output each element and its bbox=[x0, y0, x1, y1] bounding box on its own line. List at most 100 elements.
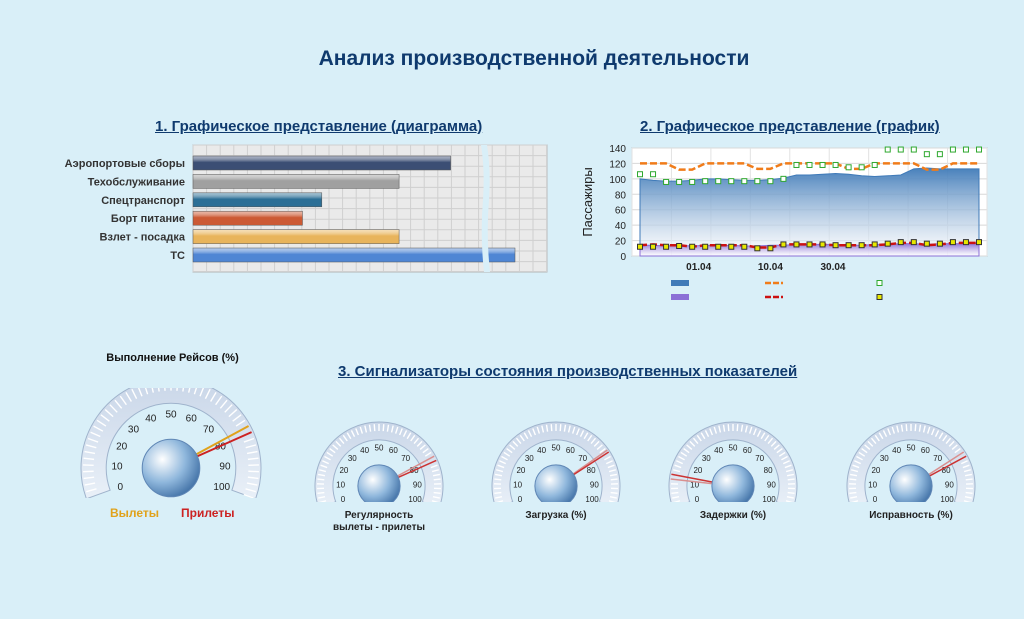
gauge-serviceability-label: Исправность (%) bbox=[869, 510, 953, 521]
marker-point bbox=[702, 243, 709, 250]
gauge-tick bbox=[512, 440, 519, 447]
gauge-tick bbox=[320, 464, 328, 469]
marker-point bbox=[793, 241, 800, 248]
gauge-tick bbox=[335, 440, 342, 447]
gauge-tick bbox=[317, 473, 326, 477]
gauge-tick bbox=[930, 428, 935, 436]
gauge-tick bbox=[398, 428, 403, 436]
gauge-tick bbox=[496, 500, 504, 502]
gauge-tick bbox=[609, 473, 618, 477]
gauge-tick-label: 100 bbox=[213, 482, 230, 493]
gauge-tick bbox=[322, 460, 330, 465]
gauge-tick bbox=[382, 424, 385, 432]
bar-highlight bbox=[192, 247, 516, 263]
gauge-tick bbox=[182, 388, 185, 392]
gauge-tick-label: 20 bbox=[339, 466, 348, 475]
gauge-tick bbox=[609, 496, 617, 499]
gauge-tick bbox=[696, 434, 702, 442]
gauge-tick bbox=[887, 428, 892, 436]
gauge-tick bbox=[700, 432, 706, 440]
gauge-tick bbox=[965, 478, 973, 481]
marker-point bbox=[897, 239, 904, 246]
gauge-tick bbox=[964, 496, 972, 499]
gauge-tick-label: 40 bbox=[537, 446, 546, 455]
gauge-knob bbox=[141, 438, 201, 498]
gauge-knob bbox=[357, 464, 401, 502]
gauge-tick bbox=[850, 496, 858, 499]
section-3-title[interactable]: 3. Сигнализаторы состояния производствен… bbox=[338, 363, 798, 380]
gauge-tick bbox=[495, 469, 504, 473]
gauge-tick bbox=[402, 430, 408, 438]
gauge-tick bbox=[243, 437, 255, 443]
gauge-tick-label: 10 bbox=[111, 462, 123, 473]
gauge-tick bbox=[563, 424, 567, 432]
gauge-tick bbox=[571, 426, 576, 434]
gauge-band bbox=[668, 421, 798, 502]
marker-point bbox=[793, 161, 800, 168]
gauge-tick bbox=[718, 425, 722, 433]
gauge-tick bbox=[891, 426, 896, 434]
gauge-tick bbox=[503, 451, 511, 457]
gauge-tick-label: 60 bbox=[921, 446, 930, 455]
gauge-tick bbox=[519, 434, 525, 442]
marker-point bbox=[858, 164, 865, 171]
gauge-tick bbox=[856, 455, 863, 461]
gauge-tick bbox=[332, 444, 339, 450]
bar-chart-labels: Аэропортовые сборы Техобслуживание Спецтра… bbox=[65, 158, 186, 262]
gauge-tick bbox=[773, 444, 780, 450]
gauge-tick bbox=[164, 388, 166, 391]
marker-point bbox=[936, 240, 943, 247]
marker-point bbox=[741, 178, 748, 185]
line-chart-series bbox=[637, 146, 982, 257]
main-gauge-title: Выполнение Рейсов (%) bbox=[106, 352, 239, 364]
gauge-tick-label: 50 bbox=[165, 410, 177, 421]
gauge-tick bbox=[93, 425, 104, 432]
gauge-tick bbox=[104, 409, 114, 418]
gauge-tick bbox=[782, 460, 790, 465]
gauge-tick bbox=[431, 469, 440, 473]
marker-point bbox=[976, 239, 982, 246]
gauge-tick bbox=[394, 426, 399, 434]
gauge-tick-label: 60 bbox=[743, 446, 752, 455]
gauge-tick bbox=[536, 426, 541, 434]
gauge-tick bbox=[960, 460, 968, 465]
gauge-tick bbox=[318, 469, 327, 473]
gauge-tick bbox=[963, 500, 971, 502]
gauge-tick bbox=[704, 430, 710, 438]
gauge-tick bbox=[760, 432, 766, 440]
gauge-tick bbox=[922, 425, 926, 433]
gauge-tick bbox=[247, 457, 259, 461]
gauge-tick-label: 100 bbox=[940, 495, 954, 502]
gauge-tick-label: 20 bbox=[116, 442, 128, 453]
section-1-title[interactable]: 1. Графическое представление (диаграмма) bbox=[155, 118, 483, 135]
gauge-tick bbox=[945, 437, 952, 445]
gauge-tick bbox=[852, 464, 860, 469]
gauge-tick bbox=[204, 388, 211, 399]
gauge-tick bbox=[579, 430, 585, 438]
bar-category-label: Техобслуживание bbox=[88, 176, 185, 188]
marker-point bbox=[689, 178, 696, 185]
gauge-tick bbox=[744, 425, 748, 433]
gauge-tick bbox=[784, 464, 792, 469]
gauge-tick bbox=[527, 430, 533, 438]
gauge-tick bbox=[756, 430, 762, 438]
gauge-tick bbox=[575, 428, 580, 436]
gauge-tick bbox=[689, 440, 696, 447]
gauge-tick bbox=[235, 419, 246, 427]
gauge-tick bbox=[965, 491, 973, 495]
gauge-tick bbox=[317, 491, 325, 495]
x-tick-label: 10.04 bbox=[758, 262, 783, 273]
y-tick-label: 40 bbox=[615, 221, 627, 232]
gauge-tick bbox=[905, 424, 908, 432]
gauge-band bbox=[80, 388, 262, 498]
section-2-title[interactable]: 2. Графическое представление (график) bbox=[640, 118, 940, 135]
gauge-tick-label: 80 bbox=[942, 466, 951, 475]
marker-point bbox=[884, 240, 891, 247]
gauge-tick-label: 60 bbox=[566, 446, 575, 455]
line-chart-ticks: 0 20 40 60 80 100 120 140 01.04 10.04 30.04 bbox=[609, 144, 846, 273]
marker-point bbox=[754, 178, 761, 185]
gauge-tick bbox=[499, 460, 507, 465]
gauge-tick bbox=[963, 469, 972, 473]
